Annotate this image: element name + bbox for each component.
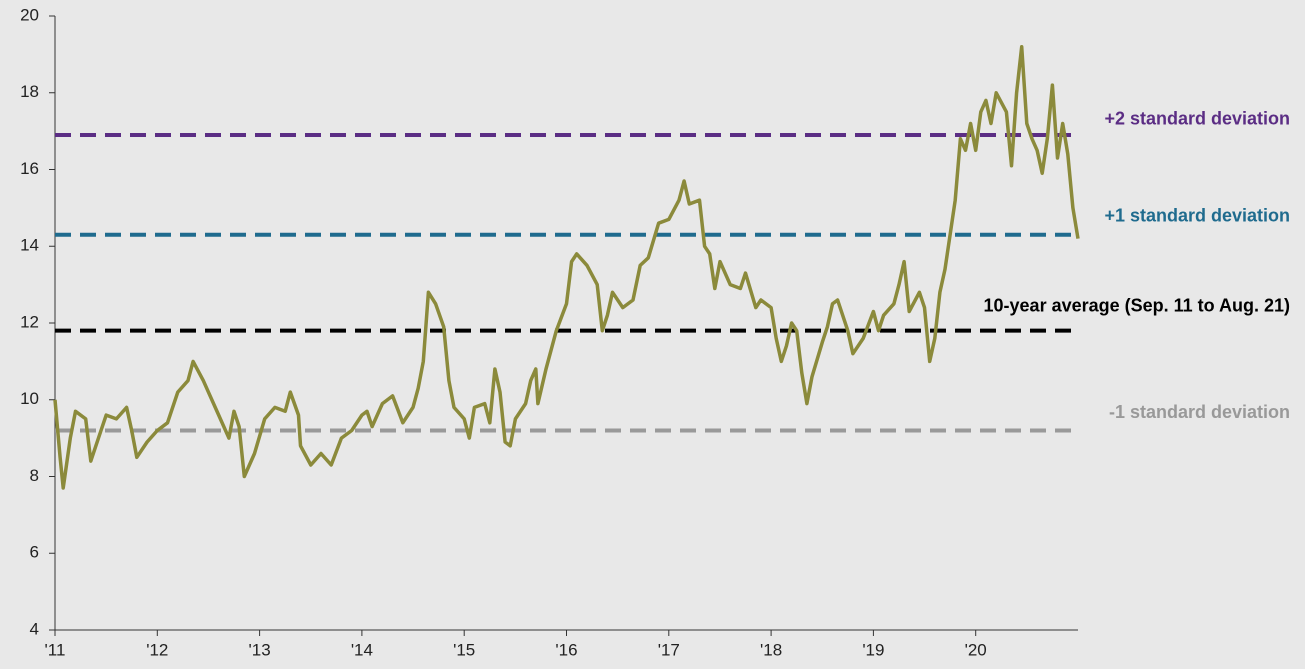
y-tick-label: 6 xyxy=(30,543,39,562)
x-tick-label: '16 xyxy=(555,640,577,659)
x-tick-label: '18 xyxy=(760,640,782,659)
reference-label: 10-year average (Sep. 11 to Aug. 21) xyxy=(984,295,1290,315)
x-tick-label: '15 xyxy=(453,640,475,659)
reference-label: +2 standard deviation xyxy=(1104,109,1290,129)
y-tick-label: 20 xyxy=(20,5,39,24)
y-tick-label: 12 xyxy=(20,312,39,331)
x-tick-label: '12 xyxy=(146,640,168,659)
y-tick-label: 18 xyxy=(20,82,39,101)
x-tick-label: '13 xyxy=(249,640,271,659)
reference-label: -1 standard deviation xyxy=(1109,402,1290,422)
x-tick-label: '20 xyxy=(965,640,987,659)
x-tick-label: '19 xyxy=(862,640,884,659)
y-tick-label: 4 xyxy=(30,619,39,638)
reference-label: +1 standard deviation xyxy=(1104,205,1290,225)
y-tick-label: 16 xyxy=(20,159,39,178)
y-tick-label: 10 xyxy=(20,389,39,408)
x-tick-label: '14 xyxy=(351,640,373,659)
data-line xyxy=(53,44,1080,490)
x-tick-label: '17 xyxy=(658,640,680,659)
x-tick-label: '11 xyxy=(45,640,66,659)
y-tick-label: 8 xyxy=(30,466,39,485)
y-tick-label: 14 xyxy=(20,236,39,255)
